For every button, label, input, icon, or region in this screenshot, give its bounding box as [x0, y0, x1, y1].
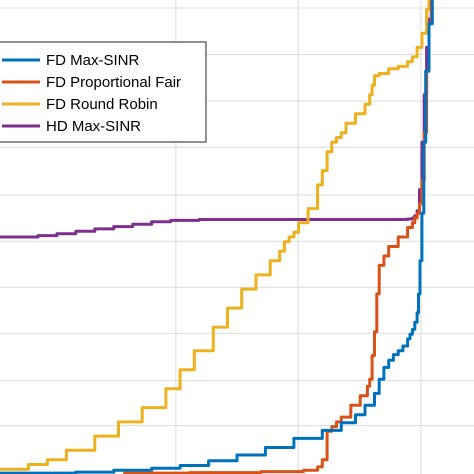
- series-line-fd-round-robin: [0, 0, 431, 471]
- legend-label-hd-max-sinr: HD Max-SINR: [46, 118, 141, 135]
- series-layer: [0, 0, 434, 474]
- series-line-fd-proportional-fair: [123, 0, 433, 474]
- legend: FD Max-SINR FD Proportional Fair FD Roun…: [0, 41, 207, 143]
- series-line-fd-max-sinr: [0, 0, 434, 474]
- legend-label-fd-max-sinr: FD Max-SINR: [46, 52, 140, 69]
- legend-label-fd-round-robin: FD Round Robin: [46, 96, 158, 113]
- legend-label-fd-proportional-fair: FD Proportional Fair: [46, 74, 181, 91]
